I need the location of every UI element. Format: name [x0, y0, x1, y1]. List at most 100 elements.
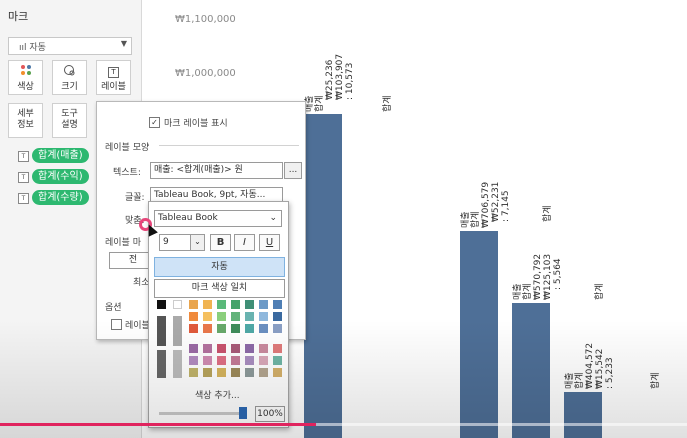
video-progress-fill[interactable]: [0, 423, 316, 426]
match-mark-color-button[interactable]: 마크 색상 일치: [154, 279, 285, 298]
color-swatch[interactable]: [217, 368, 226, 377]
color-swatch[interactable]: [203, 344, 212, 353]
color-swatch[interactable]: [173, 316, 182, 346]
color-swatch[interactable]: [259, 300, 268, 309]
color-swatch[interactable]: [259, 324, 268, 333]
font-family-value: Tableau Book: [158, 213, 218, 223]
color-swatch[interactable]: [173, 350, 182, 378]
color-swatch[interactable]: [273, 324, 282, 333]
color-tile[interactable]: 색상: [8, 60, 43, 95]
marks-field-row[interactable]: T 합계(수익): [18, 169, 138, 185]
tooltip-tile[interactable]: 도구 설명: [52, 103, 87, 138]
color-swatch[interactable]: [203, 368, 212, 377]
color-swatch[interactable]: [173, 300, 182, 309]
color-swatch[interactable]: [189, 344, 198, 353]
color-swatch[interactable]: [189, 312, 198, 321]
color-swatch[interactable]: [259, 344, 268, 353]
label-icon-glyph: T: [108, 67, 119, 78]
opacity-value[interactable]: 100%: [255, 406, 285, 422]
label-tile[interactable]: T 레이블: [96, 60, 131, 95]
color-swatch[interactable]: [157, 350, 166, 378]
color-swatch[interactable]: [189, 300, 198, 309]
font-dropdown[interactable]: Tableau Book, 9pt, 자동...: [150, 187, 283, 204]
color-swatch[interactable]: [189, 356, 198, 365]
label-min-option[interactable]: 최소: [133, 278, 150, 288]
color-swatch[interactable]: [189, 324, 198, 333]
color-swatch[interactable]: [217, 324, 226, 333]
sales-sum-pill[interactable]: 합계(매출): [32, 148, 89, 163]
mark-type-value: ııl 자동: [19, 43, 46, 53]
color-swatch[interactable]: [273, 344, 282, 353]
color-swatch[interactable]: [231, 312, 240, 321]
color-swatch[interactable]: [245, 324, 254, 333]
color-swatch[interactable]: [203, 300, 212, 309]
profit-sum-pill[interactable]: 합계(수익): [32, 169, 89, 184]
color-palette[interactable]: [157, 300, 283, 382]
color-tile-label: 색상: [17, 82, 34, 92]
options-heading: 옵션: [105, 303, 122, 313]
color-swatch[interactable]: [203, 324, 212, 333]
video-progress-track[interactable]: [0, 423, 687, 426]
color-swatch[interactable]: [203, 312, 212, 321]
color-swatch[interactable]: [259, 368, 268, 377]
detail-tile[interactable]: 세부 정보: [8, 103, 43, 138]
marks-field-row[interactable]: T 합계(매출): [18, 148, 138, 164]
bar[interactable]: [460, 231, 498, 438]
color-swatch[interactable]: [231, 324, 240, 333]
add-color-link[interactable]: 색상 추가...: [195, 391, 240, 401]
color-swatch[interactable]: [203, 356, 212, 365]
text-field[interactable]: 매출: <합계(매출)> 원: [150, 162, 283, 179]
bar-label: 합계: [383, 95, 393, 112]
color-swatch[interactable]: [245, 356, 254, 365]
opacity-slider-thumb[interactable]: [239, 407, 247, 419]
font-dropdown-value: Tableau Book, 9pt, 자동...: [154, 190, 266, 200]
font-family-dropdown[interactable]: Tableau Book ⌄: [154, 210, 282, 227]
color-swatch[interactable]: [245, 344, 254, 353]
bar-label: 합계: [523, 283, 533, 300]
color-swatch[interactable]: [259, 312, 268, 321]
color-swatch[interactable]: [157, 300, 166, 309]
color-swatch[interactable]: [231, 300, 240, 309]
bold-button[interactable]: B: [210, 234, 231, 251]
bar[interactable]: [564, 392, 602, 438]
bar[interactable]: [512, 303, 550, 438]
automatic-color-button[interactable]: 자동: [154, 257, 285, 277]
color-swatch[interactable]: [231, 368, 240, 377]
chevron-down-icon[interactable]: ⌄: [190, 234, 205, 251]
color-swatch[interactable]: [273, 312, 282, 321]
allow-overlap-checkbox[interactable]: [111, 319, 122, 330]
marks-card-title: 마크: [8, 10, 29, 23]
bar-label: ₩706,579: [481, 181, 491, 228]
color-swatch[interactable]: [245, 300, 254, 309]
show-labels-checkbox[interactable]: ✓: [149, 117, 160, 128]
tooltip-tile-label: 도구 설명: [61, 109, 78, 130]
color-swatch[interactable]: [217, 356, 226, 365]
alignment-label: 맞춤:: [125, 216, 145, 226]
color-swatch[interactable]: [217, 344, 226, 353]
color-swatch[interactable]: [273, 356, 282, 365]
color-swatch[interactable]: [157, 316, 166, 346]
bar-label: 매출: [461, 211, 471, 228]
quantity-sum-pill[interactable]: 합계(수량): [32, 190, 89, 205]
color-swatch[interactable]: [189, 368, 198, 377]
bar-label: 매출: [565, 372, 575, 389]
text-edit-button[interactable]: ...: [284, 162, 302, 179]
color-swatch[interactable]: [231, 344, 240, 353]
underline-button[interactable]: U: [259, 234, 280, 251]
color-swatch[interactable]: [273, 300, 282, 309]
opacity-slider-track[interactable]: [159, 412, 243, 415]
color-swatch[interactable]: [231, 356, 240, 365]
color-swatch[interactable]: [259, 356, 268, 365]
bar[interactable]: [304, 114, 342, 438]
detail-tile-label: 세부 정보: [17, 109, 34, 130]
italic-button[interactable]: I: [234, 234, 255, 251]
color-swatch[interactable]: [245, 312, 254, 321]
color-swatch[interactable]: [217, 312, 226, 321]
color-swatch[interactable]: [273, 368, 282, 377]
y-tick-label: ₩1,000,000: [175, 68, 236, 79]
size-tile[interactable]: 크기: [52, 60, 87, 95]
marks-field-row[interactable]: T 합계(수량): [18, 190, 138, 206]
mark-type-dropdown[interactable]: ııl 자동 ▼: [8, 37, 132, 55]
color-swatch[interactable]: [245, 368, 254, 377]
color-swatch[interactable]: [217, 300, 226, 309]
